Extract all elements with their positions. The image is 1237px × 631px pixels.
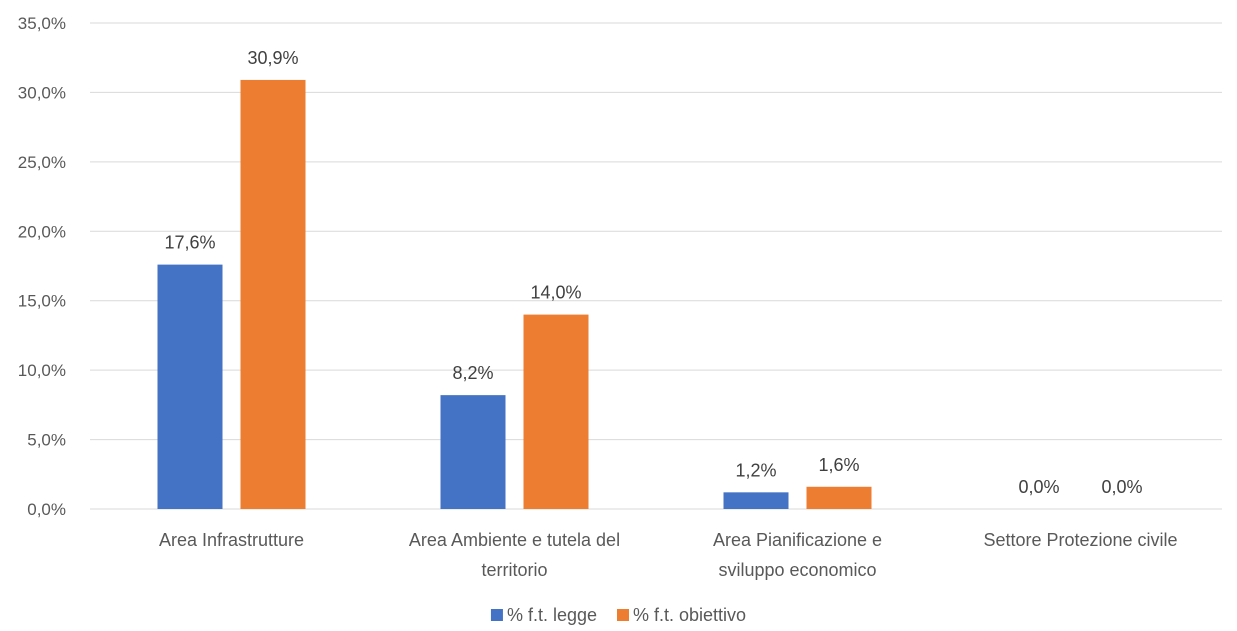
y-tick-label: 5,0% xyxy=(27,431,66,450)
y-tick-label: 35,0% xyxy=(18,14,66,33)
x-axis: Area Infrastrutture Area Ambiente e tutel… xyxy=(159,530,1178,580)
bar xyxy=(440,395,506,509)
bar xyxy=(806,486,872,509)
data-label: 17,6% xyxy=(164,233,215,253)
data-label: 0,0% xyxy=(1101,477,1142,497)
legend-swatch xyxy=(617,609,629,621)
category-label: territorio xyxy=(481,560,547,580)
data-label: 1,6% xyxy=(818,455,859,475)
bar xyxy=(723,492,789,509)
y-tick-label: 25,0% xyxy=(18,153,66,172)
data-label: 8,2% xyxy=(452,363,493,383)
category-label: Area Ambiente e tutela del xyxy=(409,530,620,550)
y-tick-label: 10,0% xyxy=(18,361,66,380)
bar xyxy=(157,264,223,509)
legend-item: % f.t. legge xyxy=(490,605,597,625)
legend-swatch xyxy=(490,609,503,621)
category-label: Area Pianificazione e xyxy=(713,530,882,550)
legend-label: % f.t. obiettivo xyxy=(633,605,746,625)
bars xyxy=(157,79,872,509)
legend: % f.t. legge % f.t. obiettivo xyxy=(490,605,746,625)
y-tick-label: 30,0% xyxy=(18,83,66,102)
data-label: 14,0% xyxy=(530,283,581,303)
y-tick-label: 15,0% xyxy=(18,292,66,311)
legend-label: % f.t. legge xyxy=(507,605,597,625)
bar xyxy=(523,314,589,509)
y-axis: 0,0% 5,0% 10,0% 15,0% 20,0% 25,0% 30,0% 35,0% xyxy=(18,14,66,519)
bar xyxy=(240,79,306,509)
data-labels: 17,6% 30,9% 8,2% 14,0% 1,2% 1,6% 0,0% 0,0% xyxy=(164,48,1142,497)
category-label: Settore Protezione civile xyxy=(983,530,1177,550)
data-label: 30,9% xyxy=(247,48,298,68)
y-tick-label: 20,0% xyxy=(18,222,66,241)
legend-item: % f.t. obiettivo xyxy=(617,605,746,625)
data-label: 0,0% xyxy=(1018,477,1059,497)
y-tick-label: 0,0% xyxy=(27,500,66,519)
data-label: 1,2% xyxy=(735,460,776,480)
category-label: Area Infrastrutture xyxy=(159,530,304,550)
category-label: sviluppo economico xyxy=(718,560,876,580)
